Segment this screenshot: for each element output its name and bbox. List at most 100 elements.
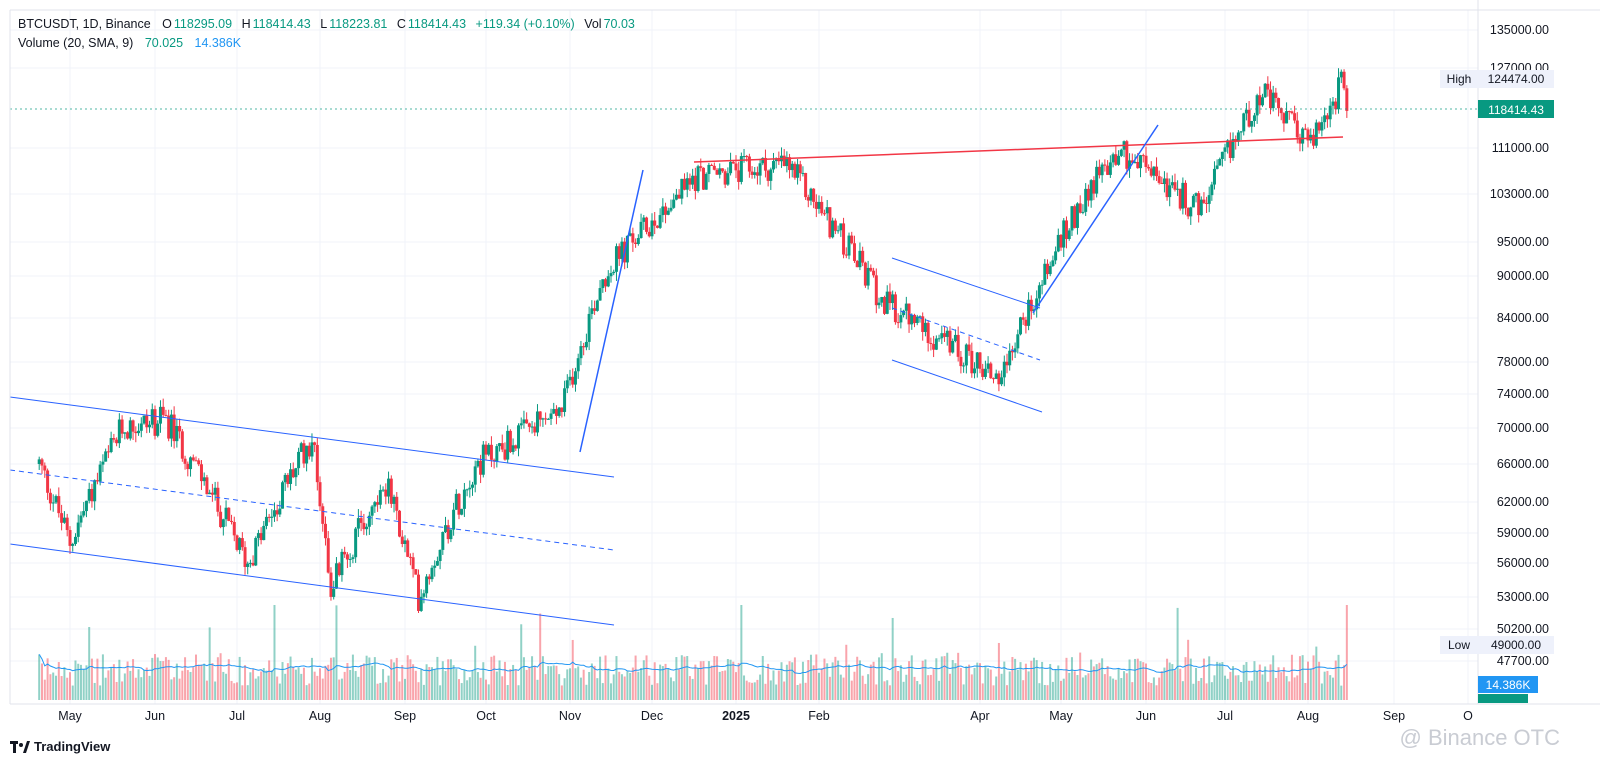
volume-bar — [305, 685, 308, 700]
candle-body — [1266, 83, 1270, 90]
volume-bar — [697, 668, 700, 700]
candle-body — [614, 246, 618, 272]
candle-body — [598, 288, 602, 301]
candle-body — [142, 415, 146, 424]
volume-indicator-value: 70.025 — [144, 36, 184, 50]
volume-bar — [468, 677, 471, 700]
volume-bar — [590, 663, 593, 700]
candle-body — [169, 414, 173, 439]
candle-body — [139, 423, 143, 431]
volume-bar — [826, 663, 829, 700]
price-axis-ticks[interactable]: 135000.00127000.00111000.00103000.009500… — [1490, 23, 1549, 668]
candle-body — [435, 561, 439, 566]
candle-body — [186, 463, 190, 470]
volume-bar — [38, 654, 41, 700]
volume-bar — [178, 678, 181, 700]
volume-bar — [479, 677, 482, 700]
volume-bar — [406, 655, 409, 700]
candle-body — [891, 294, 895, 304]
volume-bar — [501, 676, 504, 700]
volume-bar — [1123, 671, 1126, 700]
tradingview-logo[interactable]: TradingView — [10, 739, 110, 754]
volume-bar — [659, 664, 662, 700]
volume-bar — [115, 681, 118, 700]
volume-bar — [820, 668, 823, 700]
candle-body — [238, 538, 242, 550]
candle-body — [590, 308, 594, 314]
volume-bar — [455, 668, 458, 700]
volume-bar — [520, 624, 523, 700]
volume-bar — [143, 670, 146, 700]
candle-body — [726, 173, 730, 185]
candle-body — [967, 344, 971, 351]
volume-bar — [699, 661, 702, 700]
candle-body — [71, 543, 75, 546]
volume-bar — [783, 681, 786, 700]
candle-body — [1092, 180, 1096, 194]
volume-bar — [751, 682, 754, 700]
volume-bar — [1038, 683, 1041, 700]
volume-bar — [1128, 659, 1131, 700]
candle-body — [1331, 101, 1335, 106]
volume-bar — [872, 661, 875, 700]
candle-body — [145, 415, 149, 428]
candle-body — [1136, 161, 1140, 169]
volume-bar — [745, 680, 748, 700]
volume-bar — [134, 677, 137, 700]
candle-body — [398, 510, 402, 537]
volume-bar — [987, 668, 990, 700]
price-tick-label: 90000.00 — [1497, 269, 1549, 283]
candle-body — [248, 562, 252, 564]
volume-bar — [1179, 668, 1182, 700]
volume-bar — [173, 677, 176, 700]
volume-bar — [452, 665, 455, 700]
price-tick-label: 70000.00 — [1497, 421, 1549, 435]
volume-bar — [200, 664, 203, 700]
volume-bar — [585, 684, 588, 700]
candle-body — [766, 170, 770, 181]
candle-body — [981, 368, 985, 377]
symbol-label[interactable]: BTCUSDT, 1D, Binance — [18, 17, 151, 31]
volume-bar — [1171, 664, 1174, 700]
candle-body — [202, 477, 206, 482]
candle-body — [959, 356, 963, 367]
candle-body — [1194, 193, 1198, 196]
candle-body — [634, 242, 638, 244]
candle-body — [51, 502, 55, 504]
candle-body — [544, 418, 548, 420]
candle-body — [189, 457, 193, 470]
volume-bar — [308, 683, 311, 700]
low-label: Low — [1448, 638, 1470, 652]
candle-body — [1027, 299, 1031, 326]
volume-bar — [883, 681, 886, 700]
volume-bar — [899, 665, 902, 700]
volume-bar — [1320, 683, 1323, 700]
volume-bar — [376, 683, 379, 700]
volume-bar — [107, 670, 110, 700]
volume-bar — [362, 663, 365, 700]
candle-body — [235, 535, 239, 550]
candle-body — [305, 445, 309, 464]
candle-body — [370, 506, 374, 516]
volume-bar — [995, 676, 998, 700]
candle-body — [1334, 101, 1338, 110]
candle-body — [208, 492, 212, 495]
volume-bar — [1120, 678, 1123, 700]
volume-bar — [522, 657, 525, 700]
volume-bar — [1213, 675, 1216, 700]
volume-bar — [686, 656, 689, 700]
candle-body — [1149, 168, 1153, 176]
volume-bar — [569, 668, 571, 700]
time-axis-ticks[interactable]: May Jun Jul Aug Sep Oct Nov Dec 2025 Feb Apr May Jun… — [58, 709, 1473, 723]
candle-body — [256, 533, 260, 538]
volume-indicator-name[interactable]: Volume (20, SMA, 9) — [18, 36, 134, 50]
candle-body — [291, 469, 295, 478]
volume-bar — [233, 683, 236, 700]
volume-bar — [463, 670, 466, 700]
price-tick-label: 78000.00 — [1497, 355, 1549, 369]
candle-body — [400, 536, 404, 544]
candle-body — [411, 557, 415, 570]
volume-bar — [225, 673, 228, 700]
horizontal-gridlines — [10, 29, 1478, 662]
